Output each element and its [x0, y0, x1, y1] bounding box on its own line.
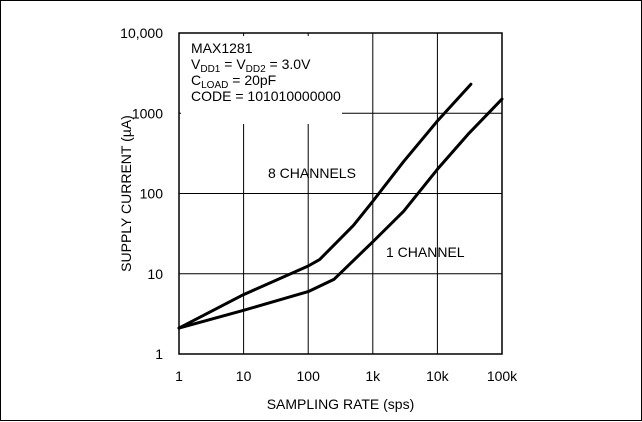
- x-tick-label: 10: [236, 368, 252, 384]
- y-tick-label: 1000: [132, 105, 163, 121]
- series-line-1-channel: [177, 97, 504, 330]
- annotation-vdd: VDD1 = VDD2 = 3.0V: [191, 56, 311, 75]
- x-tick-label: 1k: [365, 368, 381, 384]
- x-axis-label: SAMPLING RATE (sps): [267, 396, 415, 412]
- x-tick-label: 1: [175, 368, 183, 384]
- series-line-8-channels: [177, 82, 473, 330]
- series-label-8-channels: 8 CHANNELS: [268, 165, 356, 181]
- y-tick-label: 1: [155, 346, 163, 362]
- plot-border: [178, 32, 503, 355]
- x-tick-label: 100: [297, 368, 321, 384]
- series-label-1-channel: 1 CHANNEL: [386, 244, 465, 260]
- x-tick-label: 100k: [487, 368, 518, 384]
- y-axis-label: SUPPLY CURRENT (µA): [118, 115, 134, 272]
- annotation-cload: CLOAD = 20pF: [191, 72, 276, 91]
- y-tick-label: 10: [147, 266, 163, 282]
- annotation-part: MAX1281: [191, 40, 253, 56]
- y-tick-label: 10,000: [120, 25, 163, 41]
- annotation-box: [181, 36, 342, 124]
- annotation-code: CODE = 101010000000: [191, 88, 341, 104]
- x-tick-label: 10k: [426, 368, 450, 384]
- y-tick-label: 100: [140, 186, 164, 202]
